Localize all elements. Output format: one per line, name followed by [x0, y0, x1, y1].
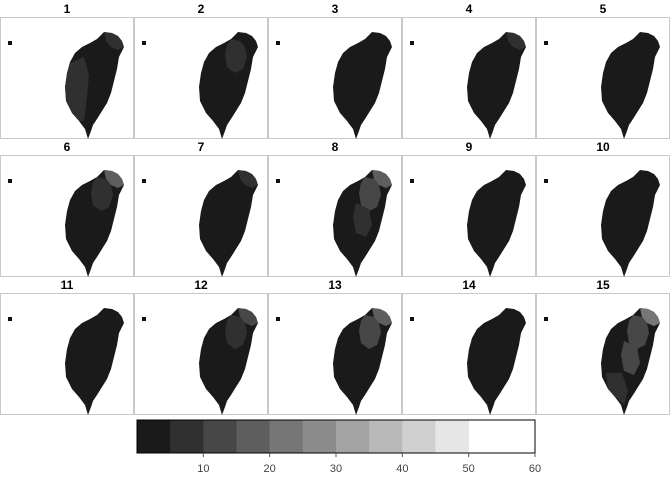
islet-marker	[410, 41, 414, 45]
facet-label: 14	[462, 278, 476, 292]
facet-label: 10	[596, 140, 610, 154]
islet-marker	[276, 179, 280, 183]
facet-panel: 11	[0, 278, 134, 415]
islet-marker	[142, 179, 146, 183]
legend-tick-label: 10	[197, 463, 209, 475]
facet-panel: 9	[402, 140, 536, 277]
island-map	[601, 170, 660, 277]
facet-label: 4	[466, 2, 473, 16]
facet-panel: 12	[134, 278, 268, 415]
legend-swatch	[170, 420, 204, 453]
value-patch	[621, 341, 640, 375]
legend-tick-label: 40	[396, 463, 408, 475]
legend-swatch	[137, 420, 171, 453]
facet-label: 12	[194, 278, 208, 292]
island-map	[601, 32, 660, 139]
facet-label: 8	[332, 140, 339, 154]
facet-label: 6	[64, 140, 71, 154]
legend-swatch	[336, 420, 370, 453]
facet-label: 5	[600, 2, 607, 16]
value-patch	[372, 170, 392, 188]
legend-swatch	[236, 420, 270, 453]
legend-tick-label: 20	[264, 463, 276, 475]
facet-panel: 14	[402, 278, 536, 415]
islet-marker	[276, 317, 280, 321]
legend-swatch	[435, 420, 469, 453]
facet-label: 3	[332, 2, 339, 16]
islet-marker	[276, 41, 280, 45]
value-patch	[640, 308, 660, 326]
island-map	[333, 32, 392, 139]
facet-panel: 1	[0, 2, 134, 139]
value-patch	[627, 315, 649, 349]
value-patch	[359, 315, 381, 349]
facet-panel: 6	[0, 140, 134, 277]
facet-label: 1	[64, 2, 71, 16]
facet-label: 13	[328, 278, 342, 292]
value-patch	[506, 32, 526, 50]
value-patch	[353, 203, 372, 237]
facet-panel: 2	[134, 2, 268, 139]
islet-marker	[142, 317, 146, 321]
island-map	[467, 170, 526, 277]
facet-panel: 7	[134, 140, 268, 277]
islet-marker	[410, 179, 414, 183]
facet-panel: 13	[268, 278, 402, 415]
value-patch	[606, 373, 628, 405]
legend-tick-label: 30	[330, 463, 342, 475]
islet-marker	[544, 317, 548, 321]
value-patch	[104, 32, 124, 50]
facet-panel: 8	[268, 140, 402, 277]
islet-marker	[544, 41, 548, 45]
legend-swatch	[369, 420, 403, 453]
legend-swatch	[269, 420, 304, 453]
legend-swatch	[302, 420, 337, 453]
islet-marker	[8, 317, 12, 321]
value-patch	[225, 39, 247, 73]
facet-label: 11	[61, 278, 74, 292]
island-map	[467, 32, 526, 139]
legend-tick-label: 50	[463, 463, 475, 475]
islet-marker	[8, 179, 12, 183]
legend-tick-label: 60	[529, 463, 541, 475]
facet-panel: 4	[402, 2, 536, 139]
value-patch	[65, 57, 89, 121]
facet-panel: 3	[268, 2, 402, 139]
facet-label: 7	[198, 140, 205, 154]
color-legend: 10 20 30 40 50 60	[136, 419, 541, 475]
value-patch	[372, 308, 392, 326]
value-patch	[238, 308, 258, 326]
islet-marker	[544, 179, 548, 183]
facet-panel: 15	[536, 278, 670, 415]
legend-swatch	[402, 420, 436, 453]
legend-swatch	[203, 420, 237, 453]
island-map	[65, 308, 124, 415]
facet-panel: 10	[536, 140, 670, 277]
islet-marker	[142, 41, 146, 45]
facet-panel: 5	[536, 2, 670, 139]
value-patch	[104, 170, 124, 188]
island-map	[199, 170, 258, 277]
facet-label: 15	[596, 278, 610, 292]
facet-label: 9	[466, 140, 473, 154]
islet-marker	[8, 41, 12, 45]
islet-marker	[410, 317, 414, 321]
value-patch	[91, 177, 113, 211]
island-map	[467, 308, 526, 415]
facet-label: 2	[198, 2, 205, 16]
value-patch	[359, 177, 381, 211]
value-patch	[238, 170, 258, 188]
value-patch	[225, 315, 247, 349]
